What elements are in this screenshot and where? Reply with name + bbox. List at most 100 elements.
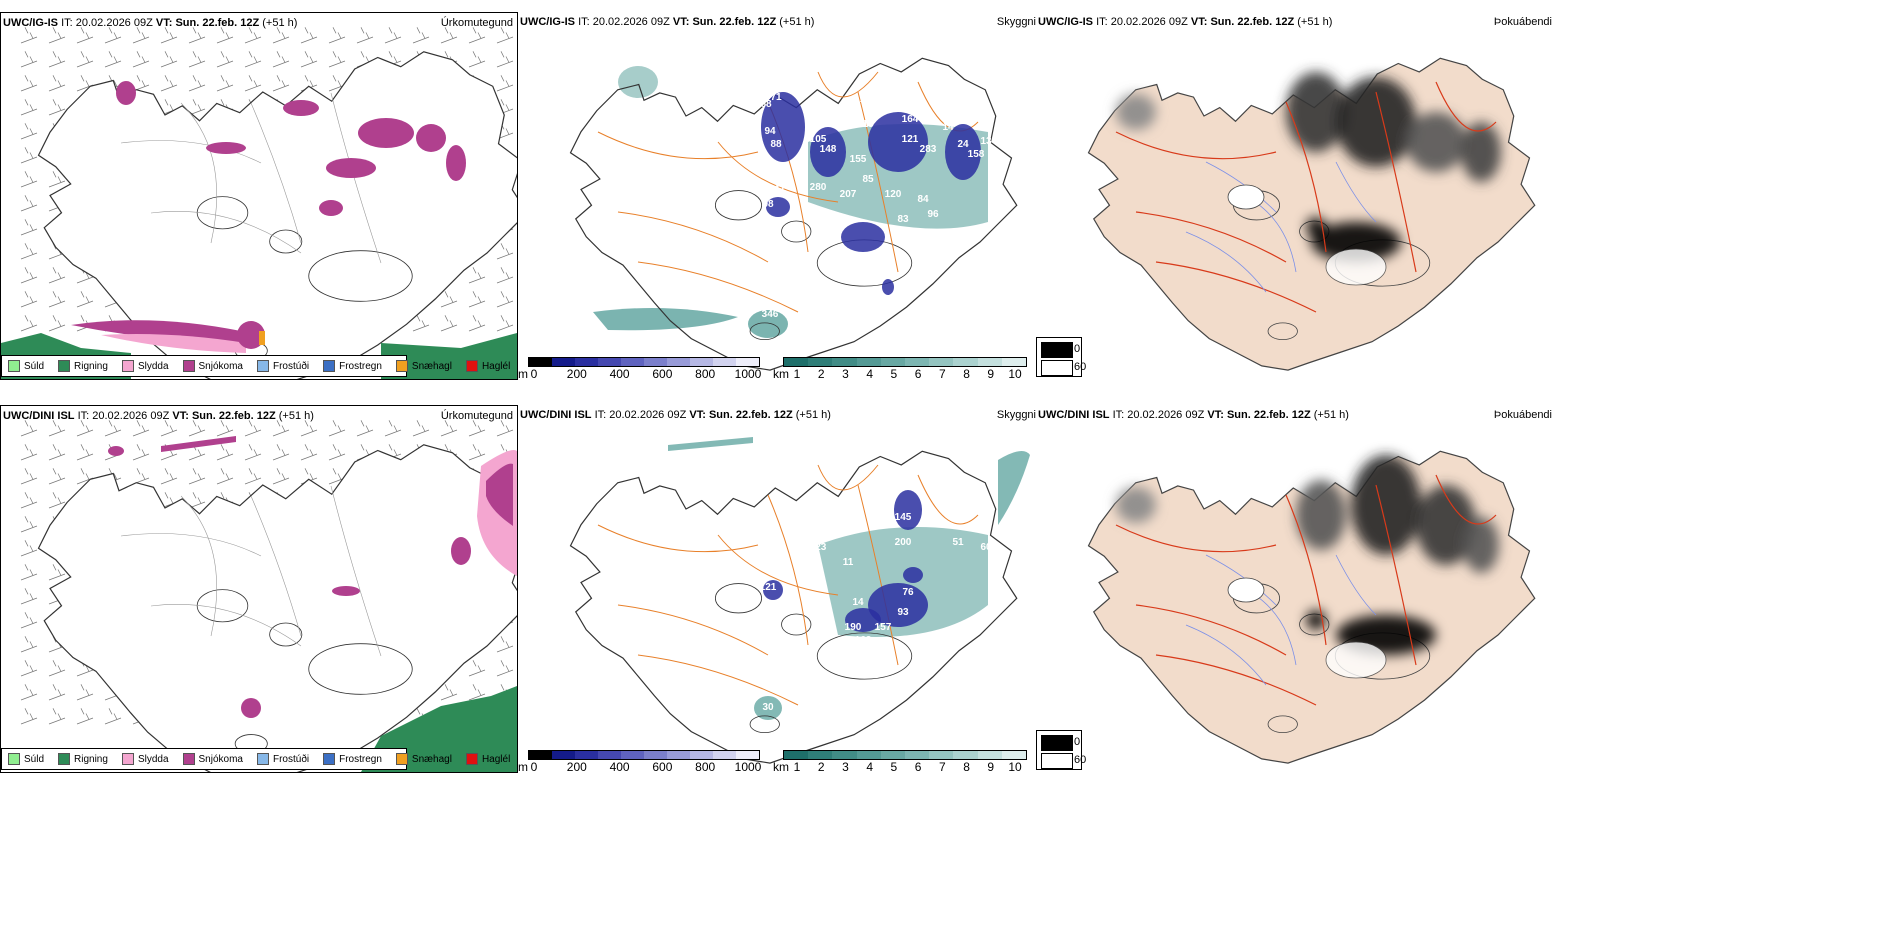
visibility-area [593,308,738,331]
ceiling-value: 123 [810,542,827,553]
legend-swatch [395,360,408,372]
ceiling-value: 11 [843,557,854,568]
fog-blob [1286,72,1346,152]
colorbar-tick-label: 800 [695,760,716,773]
wind-barb [132,468,150,485]
wind-barb [188,75,206,92]
wind-barb [300,51,318,68]
wind-barb [20,636,38,653]
wind-barb [328,27,346,44]
wind-barb [440,291,458,308]
wind-barb [160,27,178,44]
colorbar-tick-label: 200 [566,367,587,380]
precip-type-panel-bottom: UWC/DINI ISL IT: 20.02.2026 09Z VT: Sun.… [0,405,518,773]
road-line [120,140,262,164]
ceiling-value: 196 [900,99,917,110]
ceiling-area [894,490,922,530]
legend-swatch [323,360,336,372]
colorbar-tick-label: 8 [963,760,970,773]
colorbar-ticks: 0 200 400 600 800 1000 [531,367,762,380]
visibility-colorbar: km 1 2 3 4 5 6 7 8 9 10 [773,750,1035,773]
wind-barb [496,51,514,68]
colorbar-tick-label: 10 [1008,760,1022,773]
wind-barb [48,99,66,116]
colorbar-bin [644,358,667,366]
wind-barb [496,75,514,92]
ceiling-value: 162 [855,635,872,646]
glacier-vatnajokull [308,643,413,695]
snow-area [319,200,343,216]
fog-legend: 0 60 [1036,337,1086,377]
precip-legend-item: Snjókoma [182,753,243,765]
ceiling-value: 346 [762,309,779,320]
road [917,474,979,525]
wind-barb [272,444,290,461]
wind-barb [48,708,66,725]
wind-barb [76,51,94,68]
ceiling-value: 88 [770,139,782,150]
snow-area [241,698,261,718]
colorbar-tick-label: 600 [652,367,673,380]
wind-barb [412,315,430,332]
precip-legend-item: Súld [8,360,44,372]
ceiling-area [882,279,894,295]
road [637,654,799,706]
fog-panel-bottom: UWC/DINI ISL IT: 20.02.2026 09Z VT: Sun.… [1036,405,1556,773]
colorbar-bin [736,358,759,366]
colorbar-bin [784,358,809,366]
wind-barb [20,219,38,236]
precip-legend-item: Frostúði [256,753,309,765]
road [1375,484,1417,666]
legend-label: Frostregn [339,360,382,372]
ceiling-value: 170 [860,94,877,105]
wind-barb [244,75,262,92]
ceiling-value: 157 [875,622,892,633]
wind-barb [272,468,290,485]
road [917,81,979,132]
glacier-vatnajokull [816,632,913,680]
wind-barb [216,444,234,461]
road-line [150,211,302,254]
legend-label: Súld [24,360,45,372]
glacier-white [1325,641,1387,679]
glacier-myrdalsjokull [749,715,780,734]
colorbar-tick-label: 4 [866,367,873,380]
coastline [37,444,517,772]
wind-barb [328,51,346,68]
road [1135,604,1287,656]
road [1155,261,1317,313]
ceiling-value: 76 [902,587,914,598]
ceiling-value: 200 [895,537,912,548]
colorbar-tick-label: 6 [914,760,922,773]
wind-barb [20,27,38,44]
fog-blob [1116,94,1156,130]
ceiling-value: 11 [775,184,786,195]
ceiling-value: 107 [620,439,637,450]
wind-barb [48,75,66,92]
ceiling-value: 120 [885,189,902,200]
colorbar-bin [784,751,809,759]
wind-barb [20,492,38,509]
road [717,141,839,203]
ceiling-colorbar: m 0 200 400 600 800 1000 [518,750,768,773]
road [857,91,899,273]
ceiling-value: 158 [968,149,985,160]
wind-barb [468,267,486,284]
snow-area [451,537,471,565]
ceiling-value: 155 [850,154,867,165]
fog-blob [1461,122,1501,182]
wind-barb [496,291,514,308]
ceiling-panel-bottom: UWC/DINI ISL IT: 20.02.2026 09Z VT: Sun.… [518,405,1036,773]
fog-legend-light-label: 60 [1074,361,1087,373]
colorbar-tick-label: 2 [817,367,825,380]
legend-label: Rigning [74,360,108,372]
colorbar-bin [808,358,833,366]
ceiling-value: 283 [920,144,937,155]
fog-blob [1351,455,1421,555]
colorbar-bin [644,751,667,759]
legend-swatch [395,753,408,765]
colorbar-bin [929,358,954,366]
ceiling-value: 13 [980,136,992,147]
road-network [597,464,979,706]
colorbar-bin [977,751,1002,759]
